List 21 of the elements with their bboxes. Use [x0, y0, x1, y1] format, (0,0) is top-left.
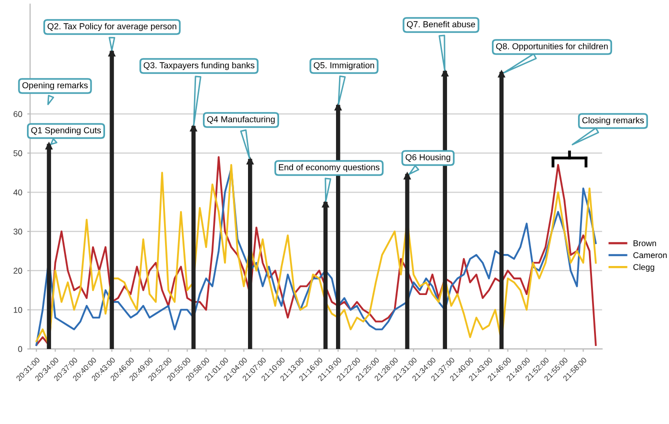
y-tick-label: 0 — [18, 346, 22, 352]
ref-line-label: Q6 Housing — [406, 154, 450, 162]
y-tick-label: 10 — [14, 306, 22, 313]
ref-line-label: Q8. Opportunities for children — [496, 42, 608, 52]
annotation: Opening remarks — [22, 82, 88, 90]
ref-line-label: Q3. Taxpayers funding banks — [144, 62, 254, 70]
annotation: Closing remarks — [582, 116, 644, 126]
ref-line-label: End of economy questions — [278, 164, 380, 172]
y-tick-label: 30 — [14, 228, 22, 235]
legend-label: Cameron — [633, 252, 667, 258]
ref-line-label: Q2. Tax Policy for average person — [48, 22, 176, 32]
legend-label: Brown — [634, 240, 656, 246]
y-tick-label: 20 — [14, 268, 22, 274]
y-tick-label: 60 — [14, 111, 22, 118]
legend-label: Clegg — [633, 264, 654, 272]
ref-line-label: Q7. Benefit abuse — [406, 20, 476, 29]
y-tick-label: 50 — [14, 150, 22, 156]
ref-line-label: Q4 Manufacturing — [207, 116, 275, 124]
ref-line-label: Q1 Spending Cuts — [31, 126, 101, 136]
y-tick-label: 40 — [13, 189, 22, 196]
ref-line-label: Q5. Immigration — [314, 62, 374, 70]
